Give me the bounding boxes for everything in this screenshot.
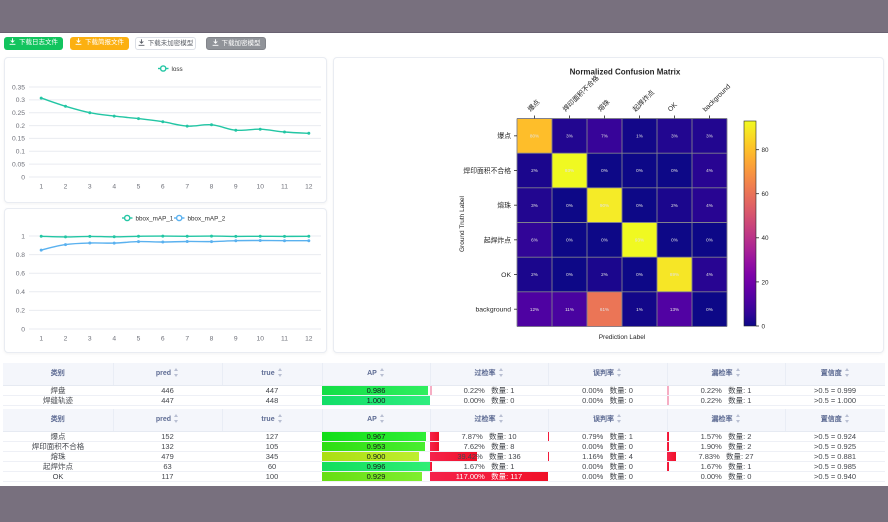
- svg-text:0: 0: [21, 326, 25, 333]
- svg-text:0%: 0%: [566, 203, 573, 208]
- svg-text:3%: 3%: [671, 134, 678, 139]
- svg-text:2%: 2%: [531, 168, 538, 173]
- svg-text:11: 11: [281, 184, 288, 191]
- svg-text:0.2: 0.2: [16, 123, 26, 130]
- svg-text:7: 7: [185, 184, 189, 191]
- svg-text:2%: 2%: [671, 203, 678, 208]
- svg-text:0.8: 0.8: [16, 252, 26, 259]
- svg-text:3: 3: [88, 336, 92, 343]
- svg-text:0%: 0%: [601, 168, 608, 173]
- svg-text:93%: 93%: [635, 238, 644, 243]
- svg-text:Ground Truth Label: Ground Truth Label: [459, 195, 466, 252]
- svg-text:1%: 1%: [636, 307, 643, 312]
- svg-text:0.15: 0.15: [12, 136, 25, 143]
- svg-text:0%: 0%: [601, 238, 608, 243]
- svg-text:4%: 4%: [706, 203, 713, 208]
- svg-text:爆点: 爆点: [526, 97, 542, 113]
- svg-text:8: 8: [210, 184, 214, 191]
- svg-text:8: 8: [210, 336, 214, 343]
- svg-text:熔珠: 熔珠: [596, 97, 612, 113]
- svg-text:Prediction Label: Prediction Label: [599, 334, 646, 341]
- svg-text:4: 4: [112, 184, 116, 191]
- svg-text:12%: 12%: [530, 307, 539, 312]
- svg-text:起焊炸点: 起焊炸点: [484, 235, 511, 244]
- svg-text:3: 3: [88, 184, 92, 191]
- svg-text:起焊炸点: 起焊炸点: [631, 88, 657, 114]
- svg-text:1: 1: [39, 336, 43, 343]
- svg-text:13%: 13%: [670, 307, 679, 312]
- svg-text:bbox_mAP_1: bbox_mAP_1: [136, 215, 174, 222]
- svg-text:OK: OK: [667, 101, 679, 113]
- svg-text:0%: 0%: [671, 238, 678, 243]
- svg-text:0.4: 0.4: [16, 289, 26, 296]
- svg-text:0%: 0%: [636, 272, 643, 277]
- svg-text:焊印面积不合格: 焊印面积不合格: [463, 166, 511, 175]
- svg-text:60: 60: [762, 191, 770, 198]
- svg-text:9: 9: [234, 336, 238, 343]
- svg-text:background: background: [475, 307, 511, 314]
- svg-text:2%: 2%: [531, 272, 538, 277]
- svg-text:61%: 61%: [600, 307, 609, 312]
- svg-text:9: 9: [234, 184, 238, 191]
- svg-text:12: 12: [305, 336, 313, 343]
- svg-text:loss: loss: [172, 66, 183, 73]
- svg-text:4: 4: [112, 336, 116, 343]
- svg-text:89%: 89%: [670, 272, 679, 277]
- svg-text:OK: OK: [501, 272, 511, 279]
- svg-text:6: 6: [161, 336, 165, 343]
- svg-text:0.1: 0.1: [16, 149, 26, 156]
- svg-text:0%: 0%: [706, 238, 713, 243]
- svg-text:12: 12: [305, 184, 313, 191]
- svg-text:5: 5: [137, 184, 141, 191]
- svg-text:80: 80: [762, 147, 770, 154]
- svg-text:40: 40: [762, 235, 770, 242]
- svg-text:3%: 3%: [531, 203, 538, 208]
- svg-text:10: 10: [256, 184, 264, 191]
- svg-text:2: 2: [64, 336, 68, 343]
- svg-text:0%: 0%: [566, 238, 573, 243]
- svg-text:11: 11: [281, 336, 288, 343]
- svg-text:3%: 3%: [566, 134, 573, 139]
- svg-text:1%: 1%: [636, 134, 643, 139]
- svg-text:6: 6: [161, 184, 165, 191]
- svg-text:6%: 6%: [531, 238, 538, 243]
- svg-text:20: 20: [762, 279, 770, 286]
- svg-text:0.25: 0.25: [12, 110, 25, 117]
- svg-text:0: 0: [21, 174, 25, 181]
- svg-text:1: 1: [21, 233, 25, 240]
- svg-text:熔珠: 熔珠: [497, 201, 511, 210]
- svg-text:5: 5: [137, 336, 141, 343]
- svg-text:3%: 3%: [706, 134, 713, 139]
- svg-text:7%: 7%: [601, 134, 608, 139]
- svg-text:2%: 2%: [601, 272, 608, 277]
- svg-text:0.05: 0.05: [12, 161, 25, 168]
- svg-text:1: 1: [39, 184, 43, 191]
- svg-text:2: 2: [64, 184, 68, 191]
- svg-text:4%: 4%: [706, 168, 713, 173]
- svg-text:7: 7: [185, 336, 189, 343]
- svg-text:4%: 4%: [706, 272, 713, 277]
- svg-text:0%: 0%: [706, 307, 713, 312]
- svg-text:爆点: 爆点: [497, 131, 511, 140]
- svg-text:0.3: 0.3: [16, 97, 26, 104]
- svg-text:80%: 80%: [530, 134, 539, 139]
- svg-text:background: background: [702, 83, 732, 113]
- svg-text:0%: 0%: [636, 168, 643, 173]
- svg-text:0%: 0%: [636, 203, 643, 208]
- svg-text:0.35: 0.35: [12, 84, 25, 91]
- svg-text:0.2: 0.2: [16, 308, 26, 315]
- svg-text:11%: 11%: [565, 307, 574, 312]
- svg-text:0%: 0%: [671, 168, 678, 173]
- svg-text:10: 10: [256, 336, 264, 343]
- svg-text:90%: 90%: [600, 203, 609, 208]
- svg-text:0.6: 0.6: [16, 271, 26, 278]
- svg-text:93%: 93%: [565, 168, 574, 173]
- svg-text:焊印面积不合格: 焊印面积不合格: [561, 73, 601, 113]
- svg-text:0: 0: [762, 323, 766, 330]
- svg-text:bbox_mAP_2: bbox_mAP_2: [188, 215, 226, 222]
- svg-text:Normalized Confusion Matrix: Normalized Confusion Matrix: [570, 68, 681, 77]
- svg-text:0%: 0%: [566, 272, 573, 277]
